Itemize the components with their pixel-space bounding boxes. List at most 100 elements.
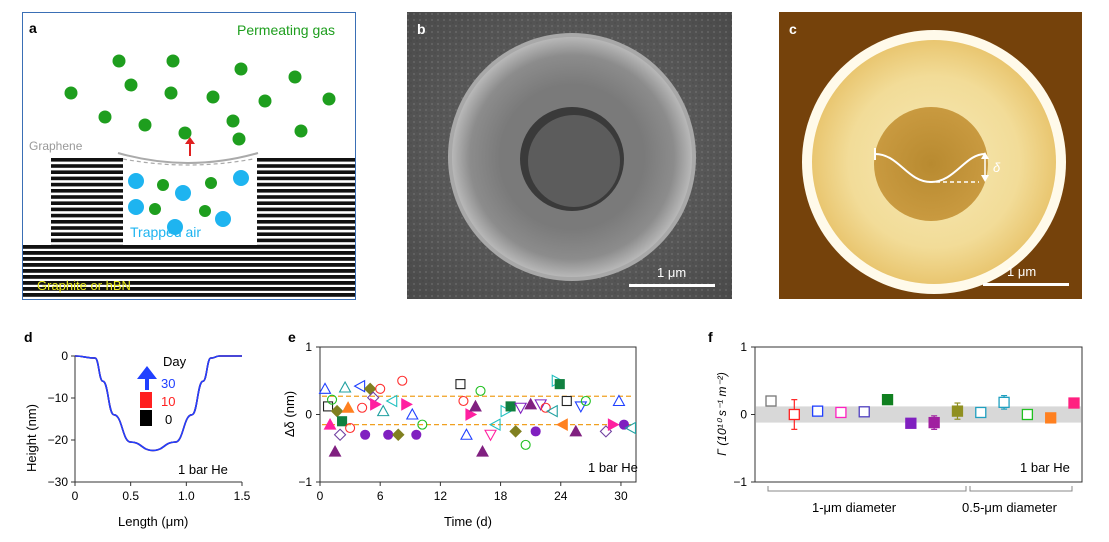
annotation-e: 1 bar He [588, 460, 638, 475]
afm-image: δ c 1 μm [779, 12, 1082, 299]
delta-arrow-down-icon [981, 175, 989, 182]
xlabel-e: Time (d) [444, 514, 492, 529]
data-point-triangle-left [546, 404, 558, 418]
data-point-circle [397, 375, 408, 386]
data-point-square [1068, 397, 1080, 409]
chart-d-axes: 0 0.5 1.0 1.5 0 −10 −20 −30 [48, 349, 251, 503]
graphene-layer [257, 182, 355, 187]
data-point-triangle-right [370, 397, 382, 411]
arrow-head-icon [185, 137, 195, 144]
substrate-label: Graphite or hBN [37, 278, 131, 293]
data-point-diamond [330, 404, 344, 418]
graphene-layer [257, 238, 355, 243]
ylabel-d: Height (nm) [24, 404, 39, 472]
data-point-triangle-up [341, 401, 355, 413]
x-tick-label-e: 6 [377, 489, 384, 503]
gas-molecule [288, 70, 302, 84]
group-bracket-1um [767, 486, 967, 492]
gas-molecule [124, 78, 138, 92]
graphene-layer [51, 189, 123, 193]
graphene-label: Graphene [29, 139, 83, 153]
schematic-panel-a: a Permeating gas Graphene Trapped air Gr… [22, 12, 356, 300]
data-point-triangle-left [556, 418, 568, 432]
chart-f: f −1 0 1 1 bar He 1-μm diameter 0.5-μm dia… [708, 329, 1083, 515]
data-point-triangle-up [323, 417, 337, 430]
graphene-layer [51, 207, 123, 212]
sem-image-panel-b: b 1 μm [407, 12, 732, 299]
data-point-square [322, 401, 334, 412]
graphene-layer [257, 195, 355, 199]
legend-label-30: 30 [161, 376, 175, 391]
height-profile-day-0 [74, 355, 242, 452]
gas-molecule [64, 86, 78, 100]
x-tick-label-e: 18 [494, 489, 508, 503]
data-point-diamond [363, 382, 377, 396]
data-point-triangle-left [353, 379, 366, 393]
data-point-square [455, 379, 466, 390]
data-point-square [811, 405, 824, 417]
graphene-layer [257, 164, 355, 168]
gas-molecule [234, 62, 248, 76]
data-point-triangle-right [465, 408, 478, 421]
graphene-layer [51, 226, 123, 230]
data-point-triangle-down [514, 402, 528, 415]
data-point-circle [540, 402, 551, 413]
y-tick-label-f: 0 [740, 408, 747, 422]
graphene-layer [51, 158, 123, 162]
data-point-circle [530, 426, 541, 437]
substrate-layer [23, 275, 355, 279]
data-point-circle [357, 402, 368, 413]
legend-label-10: 10 [161, 394, 175, 409]
gas-molecule [232, 132, 246, 146]
delta-label: δ [993, 160, 1001, 175]
data-point-circle [360, 429, 371, 440]
scale-bar-label-b: 1 μm [657, 265, 686, 280]
y-tick-label-d: −30 [48, 475, 69, 489]
air-molecule [175, 185, 191, 201]
panel-label-d: d [24, 329, 33, 345]
graphene-layer [257, 207, 355, 212]
gas-molecule [206, 90, 220, 104]
x-tick-label-e: 24 [554, 489, 568, 503]
y-tick-label-f: 1 [740, 340, 747, 354]
schematic-drawing: a Permeating gas Graphene Trapped air Gr… [23, 20, 355, 297]
gas-molecule [149, 203, 161, 215]
data-point-triangle-up [460, 428, 473, 440]
graphene-layer [51, 195, 123, 199]
graphene-layer [257, 232, 355, 236]
air-molecule [128, 199, 144, 215]
data-point-circle [618, 419, 630, 430]
gas-molecule [178, 126, 192, 140]
graphene-layer [257, 226, 355, 230]
substrate-layer [23, 245, 355, 249]
data-point-square [337, 416, 348, 427]
graphene-stack-left [51, 158, 123, 249]
data-point-circle [375, 383, 386, 394]
x-tick-label-d: 1.5 [234, 489, 251, 503]
substrate-layer [23, 263, 355, 267]
data-point-square [951, 405, 964, 417]
air-molecule [215, 211, 231, 227]
scale-bar-c [983, 283, 1069, 286]
day-arrow-icon [137, 366, 157, 390]
data-point-triangle-up [569, 424, 583, 437]
y-tick-label-d: −20 [48, 433, 69, 447]
panel-label-e: e [288, 329, 296, 345]
substrate-layer [23, 287, 355, 291]
substrate-stack [23, 245, 355, 297]
data-point-triangle-up [328, 444, 342, 457]
data-point-square [905, 417, 917, 429]
height-profile-day-30 [74, 355, 242, 452]
data-point-square [788, 408, 800, 421]
graphene-layer [257, 201, 355, 205]
x-tick-label-d: 1.0 [178, 489, 195, 503]
group-bracket-05um [969, 486, 1073, 492]
graphene-layer [51, 170, 123, 174]
chart-e-points [318, 374, 637, 457]
gas-molecule [166, 54, 180, 68]
delta-arrow-up-icon [981, 152, 989, 159]
substrate-layer [23, 257, 355, 261]
data-point-square [554, 379, 565, 390]
height-profile-day-10 [74, 355, 242, 452]
data-point-triangle-right [401, 397, 413, 411]
